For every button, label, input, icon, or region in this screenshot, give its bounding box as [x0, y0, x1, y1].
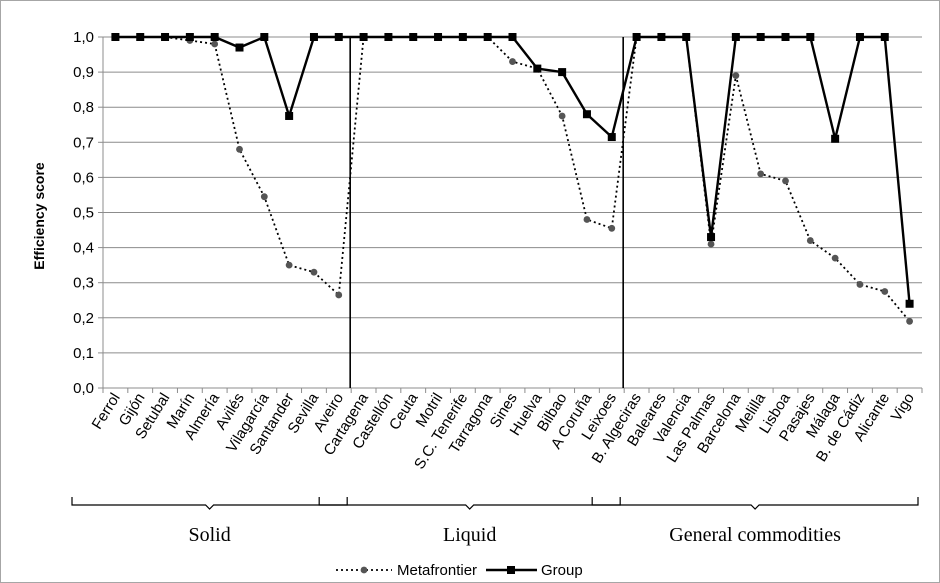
- group-point: [434, 33, 443, 41]
- y-tick-label: 0,3: [73, 275, 94, 292]
- y-tick-label: 0,1: [73, 345, 94, 362]
- group-bracket: [318, 497, 621, 510]
- group-point: [334, 33, 343, 41]
- group-point: [582, 110, 591, 119]
- group-point: [111, 33, 120, 41]
- group-point: [235, 43, 244, 52]
- group-point: [855, 33, 864, 41]
- y-tick-label: 0,0: [73, 380, 94, 397]
- metafrontier-point: [707, 240, 715, 248]
- y-tick-label: 0,2: [73, 310, 94, 327]
- group-point: [657, 33, 666, 41]
- metafrontier-point: [509, 58, 516, 65]
- legend-group-label: Group: [541, 562, 583, 579]
- legend-group-marker: [507, 566, 515, 574]
- group-point: [458, 33, 467, 41]
- group-point: [806, 33, 815, 41]
- legend-metafrontier-marker: [360, 566, 368, 574]
- group-label: General commodities: [669, 524, 841, 546]
- group-point: [185, 33, 194, 41]
- metafrontier-point: [583, 216, 591, 223]
- group-point: [533, 64, 542, 73]
- metafrontier-point: [856, 281, 864, 288]
- x-axis-ticks: FerrolGijónSetubalMarínAlmeríaAvilésVila…: [89, 390, 918, 473]
- y-tick-label: 0,4: [73, 240, 94, 257]
- group-point: [781, 33, 790, 41]
- group-point: [682, 33, 691, 41]
- group-point: [359, 33, 368, 41]
- group-point: [210, 33, 219, 41]
- metafrontier-point: [310, 268, 318, 276]
- y-tick-label: 1,0: [73, 29, 94, 46]
- group-bracket: [591, 497, 919, 510]
- group-point: [483, 33, 492, 41]
- metafrontier-point: [260, 193, 268, 201]
- metafrontier-point: [732, 72, 740, 80]
- metafrontier-point: [782, 177, 789, 185]
- y-tick-label: 0,8: [73, 99, 94, 116]
- metafrontier-point: [806, 237, 814, 244]
- metafrontier-point: [211, 40, 219, 48]
- metafrontier-point: [558, 112, 566, 120]
- y-tick-label: 0,6: [73, 169, 94, 186]
- group-label: Liquid: [443, 524, 496, 546]
- y-axis-label: Efficiency score: [31, 162, 47, 270]
- metafrontier-point: [285, 261, 293, 269]
- y-tick-label: 0,9: [73, 64, 94, 81]
- metafrontier-point: [335, 291, 343, 299]
- metafrontier-point: [881, 288, 889, 295]
- metafrontier-point: [757, 170, 765, 178]
- metafrontier-point: [236, 145, 243, 153]
- group-label: Solid: [188, 524, 230, 546]
- group-line: [115, 35, 911, 304]
- metafrontier-point: [608, 224, 616, 232]
- group-bracket: [71, 497, 348, 510]
- x-tick-label: Vigo: [888, 390, 918, 424]
- group-point: [905, 299, 914, 308]
- group-point: [161, 33, 170, 41]
- metafrontier-point: [906, 317, 913, 325]
- group-point: [756, 33, 765, 41]
- group-point: [309, 33, 318, 41]
- group-brackets: Solid Liquid General commodities: [71, 497, 919, 546]
- axes: [102, 37, 923, 393]
- group-point: [285, 111, 294, 120]
- group-point: [607, 133, 616, 142]
- group-point: [384, 33, 393, 41]
- group-point: [731, 33, 740, 41]
- legend: Metafrontier Group: [336, 562, 583, 579]
- group-point: [707, 233, 716, 242]
- y-tick-label: 0,5: [73, 205, 94, 222]
- series-lines: [115, 35, 911, 322]
- y-tick-label: 0,7: [73, 134, 94, 151]
- group-point: [880, 33, 889, 41]
- group-point: [632, 33, 641, 41]
- series-markers: [111, 33, 914, 325]
- group-point: [508, 33, 517, 41]
- group-point: [558, 68, 567, 77]
- metafrontier-point: [831, 254, 839, 262]
- group-point: [260, 33, 269, 41]
- metafrontier-line: [115, 36, 911, 322]
- legend-metafrontier-label: Metafrontier: [397, 562, 477, 579]
- y-axis-ticks: 0,0 0,1 0,2 0,3 0,4 0,5 0,6 0,7 0,8 0,9 1,0: [73, 29, 103, 397]
- group-point: [409, 33, 418, 41]
- group-point: [831, 134, 840, 143]
- group-point: [136, 33, 145, 41]
